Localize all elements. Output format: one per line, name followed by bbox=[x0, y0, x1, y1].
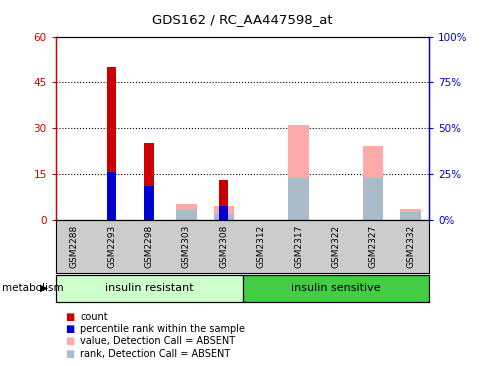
Bar bbox=[362, 146, 383, 220]
Text: GSM2303: GSM2303 bbox=[182, 224, 191, 268]
Bar bbox=[219, 206, 228, 220]
Bar bbox=[107, 67, 116, 220]
Bar bbox=[176, 210, 197, 220]
Bar bbox=[213, 206, 234, 220]
Text: rank, Detection Call = ABSENT: rank, Detection Call = ABSENT bbox=[80, 349, 230, 359]
Bar bbox=[287, 125, 308, 220]
Text: GSM2332: GSM2332 bbox=[405, 224, 414, 268]
Text: GSM2288: GSM2288 bbox=[70, 224, 79, 268]
Bar bbox=[399, 212, 420, 220]
Text: GSM2298: GSM2298 bbox=[144, 224, 153, 268]
Text: insulin resistant: insulin resistant bbox=[105, 283, 193, 293]
Bar bbox=[399, 209, 420, 220]
Text: ■: ■ bbox=[65, 311, 75, 322]
Bar bbox=[144, 186, 153, 220]
Text: metabolism: metabolism bbox=[2, 283, 64, 293]
Text: GSM2317: GSM2317 bbox=[293, 224, 302, 268]
Bar bbox=[144, 143, 153, 220]
Text: ■: ■ bbox=[65, 324, 75, 334]
Text: ▶: ▶ bbox=[40, 283, 47, 293]
Text: ■: ■ bbox=[65, 349, 75, 359]
Text: GSM2312: GSM2312 bbox=[256, 224, 265, 268]
Text: value, Detection Call = ABSENT: value, Detection Call = ABSENT bbox=[80, 336, 235, 347]
Text: ■: ■ bbox=[65, 336, 75, 347]
Text: GSM2327: GSM2327 bbox=[368, 224, 377, 268]
Text: GDS162 / RC_AA447598_at: GDS162 / RC_AA447598_at bbox=[152, 13, 332, 26]
Bar bbox=[176, 204, 197, 220]
Text: GSM2322: GSM2322 bbox=[331, 225, 340, 268]
Text: percentile rank within the sample: percentile rank within the sample bbox=[80, 324, 244, 334]
Bar bbox=[219, 180, 228, 220]
Bar bbox=[362, 178, 383, 220]
Text: insulin sensitive: insulin sensitive bbox=[290, 283, 380, 293]
Bar bbox=[107, 172, 116, 220]
Text: count: count bbox=[80, 311, 107, 322]
Bar bbox=[287, 178, 308, 220]
Bar bbox=[213, 213, 234, 220]
Bar bbox=[242, 274, 428, 302]
Bar bbox=[56, 274, 242, 302]
Text: GSM2308: GSM2308 bbox=[219, 224, 228, 268]
Text: GSM2293: GSM2293 bbox=[107, 224, 116, 268]
